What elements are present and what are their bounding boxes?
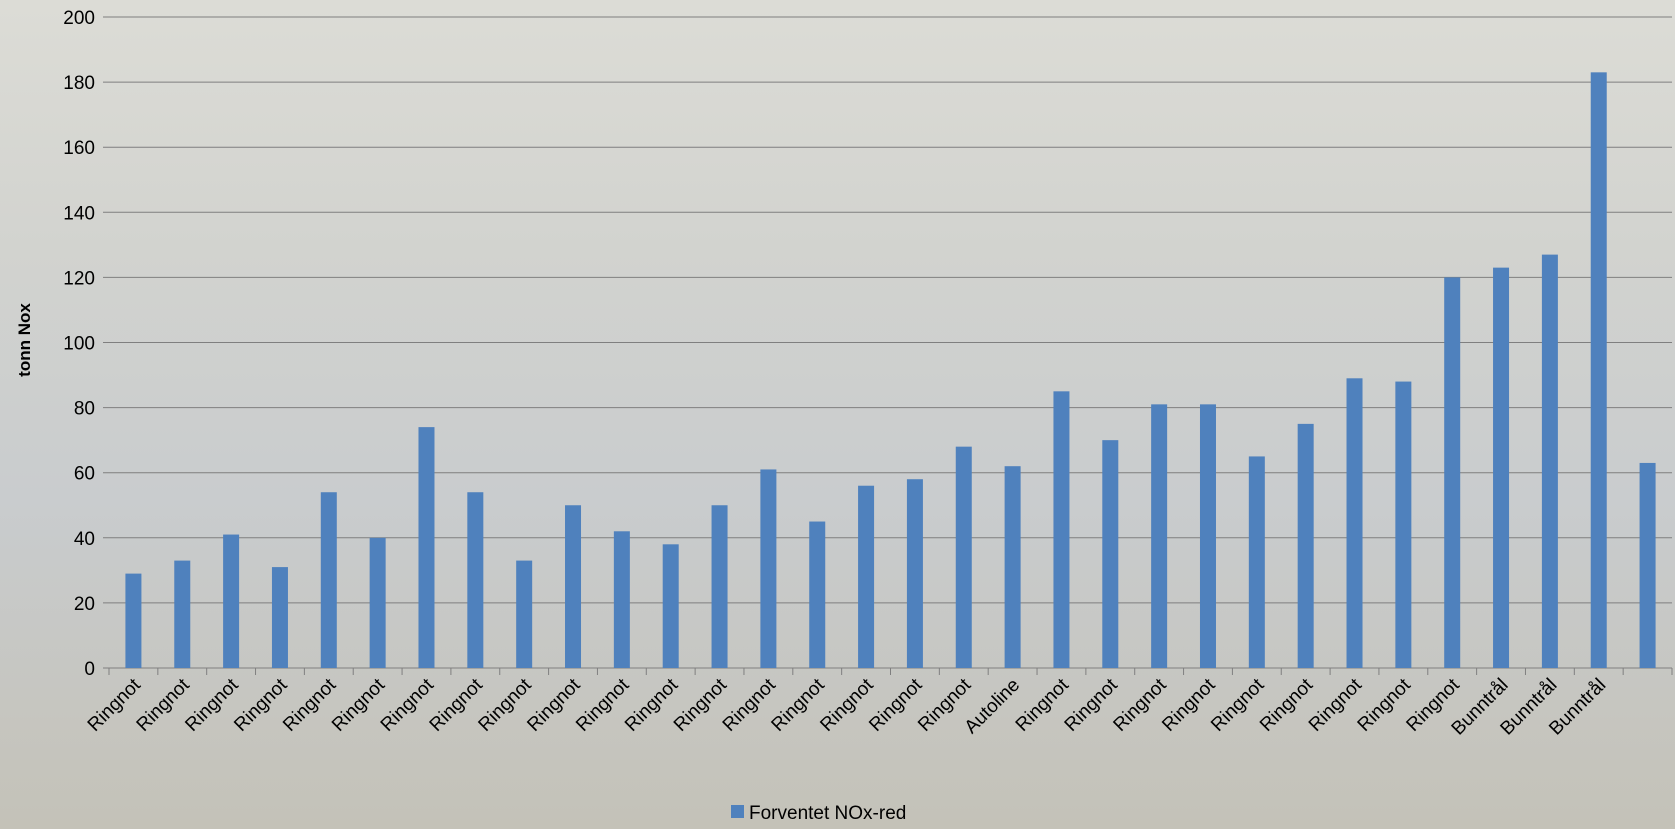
bar <box>369 537 386 668</box>
bar <box>711 505 728 668</box>
y-tick-label: 40 <box>74 529 95 550</box>
bar <box>271 567 288 668</box>
bar <box>1346 378 1363 668</box>
bar <box>1541 254 1558 669</box>
bar <box>516 560 533 668</box>
bar <box>613 531 630 668</box>
y-tick-label: 60 <box>74 464 95 485</box>
y-tick-label: 100 <box>63 334 95 355</box>
y-tick-label: 160 <box>63 138 95 159</box>
bar <box>1395 381 1412 668</box>
bar <box>223 534 240 668</box>
bar <box>955 446 972 668</box>
y-tick-label: 140 <box>63 203 95 224</box>
legend-swatch <box>731 805 744 818</box>
bar <box>1151 404 1168 668</box>
bar <box>1102 440 1119 668</box>
bar <box>1444 277 1461 668</box>
bar <box>174 560 191 668</box>
bar <box>858 485 875 668</box>
bar <box>1053 391 1070 668</box>
bar <box>320 492 337 668</box>
y-tick-label: 20 <box>74 594 95 615</box>
bar <box>906 479 923 668</box>
y-tick-label: 80 <box>74 399 95 420</box>
bar <box>760 469 777 668</box>
legend-label: Forventet NOx-red <box>749 803 906 824</box>
bar <box>1639 462 1656 668</box>
bar <box>809 521 826 668</box>
y-tick-label: 180 <box>63 73 95 94</box>
bar <box>1493 267 1510 668</box>
bar <box>1199 404 1216 668</box>
bar <box>125 573 142 668</box>
bar <box>565 505 582 668</box>
bar <box>467 492 484 668</box>
bar <box>662 544 679 668</box>
y-axis-title: tonn Nox <box>15 303 34 377</box>
bar <box>1004 466 1021 668</box>
y-tick-label: 200 <box>63 8 95 29</box>
bar <box>1248 456 1265 668</box>
bar <box>1590 72 1607 668</box>
y-tick-label: 120 <box>63 268 95 289</box>
bar <box>1297 423 1314 668</box>
y-tick-label: 0 <box>84 659 95 680</box>
bar <box>418 427 435 668</box>
